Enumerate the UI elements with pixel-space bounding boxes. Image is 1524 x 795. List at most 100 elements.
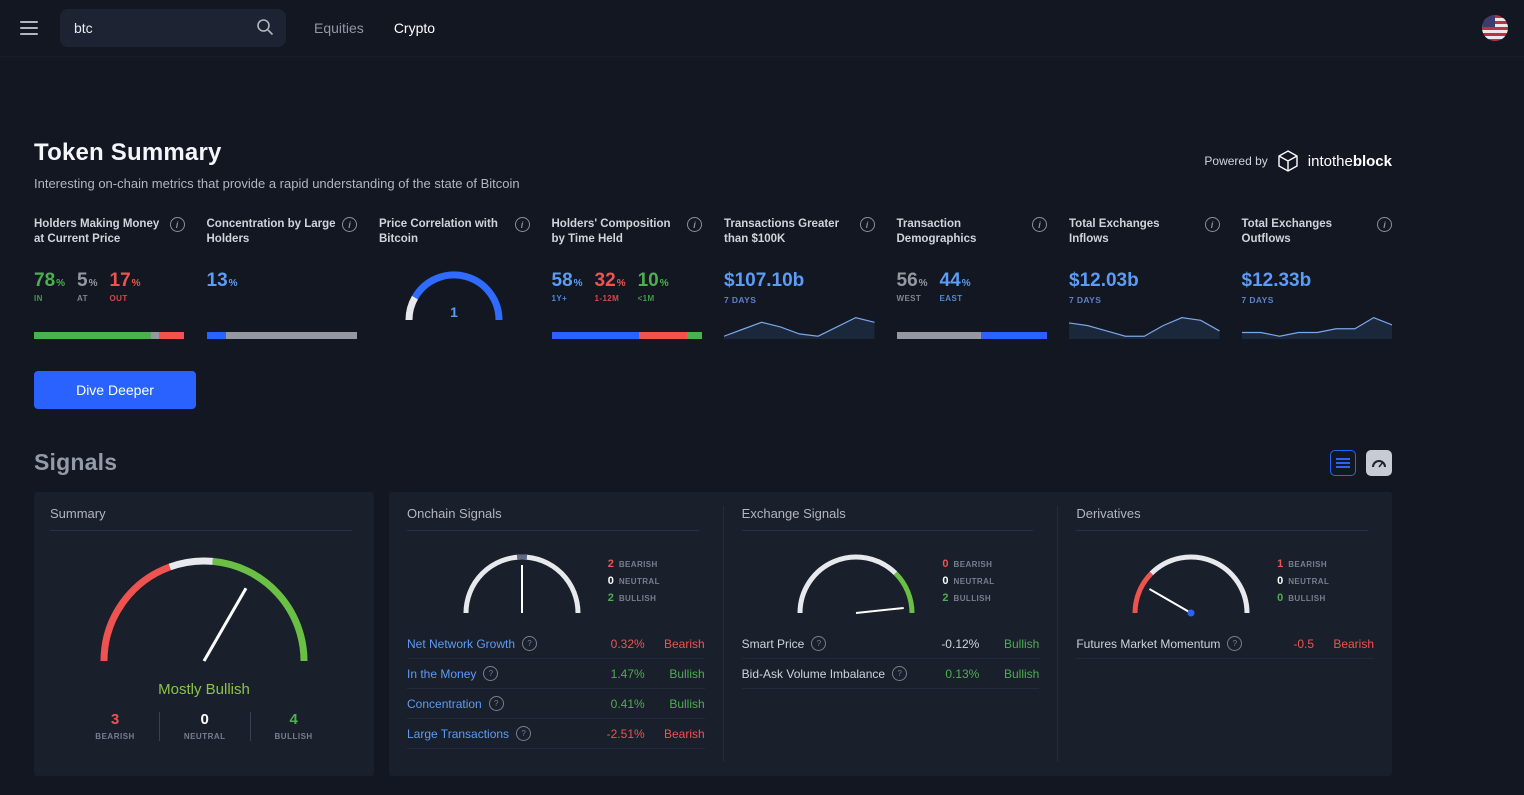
onchain-signals-panel: Onchain Signals 2 BEARISH 0 NEUTRAL (389, 506, 723, 762)
signal-count: 4 BULLISH (249, 712, 337, 741)
card-title: Holders Making Money at Current Price (34, 218, 160, 245)
sparkline-chart (1241, 313, 1393, 339)
help-icon[interactable]: ? (1227, 636, 1243, 651)
derivatives-gauge (1132, 554, 1250, 617)
signal-direction: Bullish (1003, 666, 1040, 681)
stat: 10% <1M (637, 270, 669, 303)
signal-rows: Futures Market Momentum ? -0.5 Bearish (1076, 629, 1375, 659)
bar-segment (34, 332, 152, 339)
help-icon[interactable]: ? (522, 636, 538, 651)
signal-count: 3 BEARISH (95, 711, 135, 741)
signal-rows: Smart Price ? -0.12% Bullish Bid-Ask Vol… (741, 629, 1040, 689)
stat: 44% EAST (939, 270, 971, 303)
card-value: $12.03b (1069, 270, 1139, 291)
signal-direction: Bullish (1003, 636, 1040, 651)
metric-card-exchanges-inflows: Total Exchanges Inflows i $12.03b 7 DAYS (1069, 217, 1220, 339)
correlation-gauge: 1 (405, 271, 503, 321)
card-caption: 7 DAYS (724, 295, 757, 305)
info-icon[interactable]: i (1204, 217, 1220, 232)
search-icon[interactable] (255, 17, 275, 37)
info-icon[interactable]: i (169, 217, 185, 232)
token-summary-header: Token Summary Interesting on-chain metri… (34, 139, 1392, 191)
menu-icon[interactable] (16, 17, 42, 39)
market-tabs: Equities Crypto (314, 20, 435, 36)
list-icon (1336, 457, 1350, 468)
signal-row[interactable]: Large Transactions ? -2.51% Bearish (407, 719, 705, 749)
card-stats: 58% 1Y+ 32% 1-12M 10% <1M (552, 271, 703, 303)
summary-gauge (100, 557, 308, 662)
gauge-legend: 0 BEARISH 0 NEUTRAL 2 BULLISH (942, 553, 994, 609)
summary-panel: Summary Mostly Bullish 3 BEARISH 0 NEUTR… (34, 492, 374, 776)
info-icon[interactable]: i (859, 217, 875, 232)
signal-label[interactable]: Large Transactions (407, 726, 510, 741)
help-icon[interactable]: ? (516, 726, 532, 741)
signal-row[interactable]: Smart Price ? -0.12% Bullish (741, 629, 1040, 659)
bar-segment (226, 332, 357, 339)
legend-item: 2 BULLISH (942, 592, 992, 604)
signal-label[interactable]: Concentration (407, 696, 482, 711)
metric-card-holders-making-money: Holders Making Money at Current Price i 7… (34, 217, 185, 339)
help-icon[interactable]: ? (892, 666, 908, 681)
card-title: Transaction Demographics (896, 218, 977, 245)
card-caption: 7 DAYS (1241, 295, 1274, 305)
metric-card-concentration: Concentration by Large Holders i 13% (206, 217, 357, 339)
signals-view-toggles (1330, 449, 1392, 476)
card-value: $12.33b (1241, 270, 1312, 291)
signal-label[interactable]: In the Money (407, 666, 477, 681)
tab-equities[interactable]: Equities (314, 20, 364, 36)
search-input[interactable] (60, 20, 286, 36)
card-title: Transactions Greater than $100K (724, 218, 840, 245)
info-icon[interactable]: i (1032, 217, 1047, 232)
panel-title: Onchain Signals (407, 506, 699, 531)
signals-title: Signals (34, 449, 118, 475)
main-content: Token Summary Interesting on-chain metri… (34, 139, 1392, 776)
signal-value: 0.13% (945, 666, 980, 681)
signal-row[interactable]: Bid-Ask Volume Imbalance ? 0.13% Bullish (741, 659, 1040, 689)
sparkline-chart (724, 313, 875, 339)
legend-item: 0 BEARISH (942, 558, 993, 570)
exchange-signals-panel: Exchange Signals 0 BEARISH 0 NEUTRAL (722, 506, 1058, 762)
gauge-view-button[interactable] (1366, 449, 1392, 476)
signals-header: Signals (34, 449, 1392, 476)
page-subtitle: Interesting on-chain metrics that provid… (34, 176, 520, 191)
bar-segment (638, 332, 687, 339)
bar-segment (206, 332, 227, 339)
help-icon[interactable]: ? (811, 636, 827, 651)
signal-label: Bid-Ask Volume Imbalance (741, 666, 886, 681)
help-icon[interactable]: ? (488, 696, 504, 711)
powered-by-label: Powered by (1204, 154, 1268, 168)
stat: 56% WEST (896, 270, 928, 303)
info-icon[interactable]: i (342, 217, 357, 232)
card-stats: 78% IN 5% AT 17% OUT (34, 271, 185, 303)
sentiment-label: Mostly Bullish (158, 681, 250, 698)
intotheblock-wordmark: intotheblock (1307, 152, 1392, 170)
card-title: Concentration by Large Holders (206, 218, 336, 245)
legend-item: 2 BEARISH (607, 558, 658, 570)
gauge-icon (1372, 460, 1386, 468)
info-icon[interactable]: i (514, 217, 530, 232)
gauge-legend: 1 BEARISH 0 NEUTRAL 0 BULLISH (1277, 553, 1329, 609)
card-stats: 56% WEST 44% EAST (897, 271, 1048, 303)
tab-crypto[interactable]: Crypto (393, 20, 436, 36)
gauge-needle (202, 587, 248, 662)
detail-panels: Onchain Signals 2 BEARISH 0 NEUTRAL (389, 492, 1392, 776)
signal-value: -0.5 (1293, 636, 1315, 651)
info-icon[interactable]: i (1377, 217, 1392, 232)
signal-label[interactable]: Net Network Growth (407, 636, 516, 651)
signal-row[interactable]: In the Money ? 1.47% Bullish (407, 659, 705, 689)
info-icon[interactable]: i (687, 217, 702, 232)
legend-item: 0 NEUTRAL (942, 575, 995, 587)
list-view-button[interactable] (1330, 449, 1356, 476)
dive-deeper-button[interactable]: Dive Deeper (34, 371, 196, 409)
gauge-legend: 2 BEARISH 0 NEUTRAL 2 BULLISH (608, 553, 660, 609)
card-caption: 7 DAYS (1069, 295, 1102, 305)
signal-row[interactable]: Concentration ? 0.41% Bullish (407, 689, 705, 719)
us-flag-icon[interactable] (1482, 15, 1508, 41)
metric-card-holders-composition: Holders' Composition by Time Held i 58% 1… (551, 217, 703, 339)
help-icon[interactable]: ? (483, 666, 499, 681)
signal-row[interactable]: Net Network Growth ? 0.32% Bearish (407, 629, 705, 659)
signal-counts: 3 BEARISH 0 NEUTRAL 4 BULLISH (50, 712, 358, 741)
stat: 58% 1Y+ (551, 270, 583, 303)
signal-row[interactable]: Futures Market Momentum ? -0.5 Bearish (1076, 629, 1375, 659)
panel-title: Derivatives (1076, 506, 1369, 531)
